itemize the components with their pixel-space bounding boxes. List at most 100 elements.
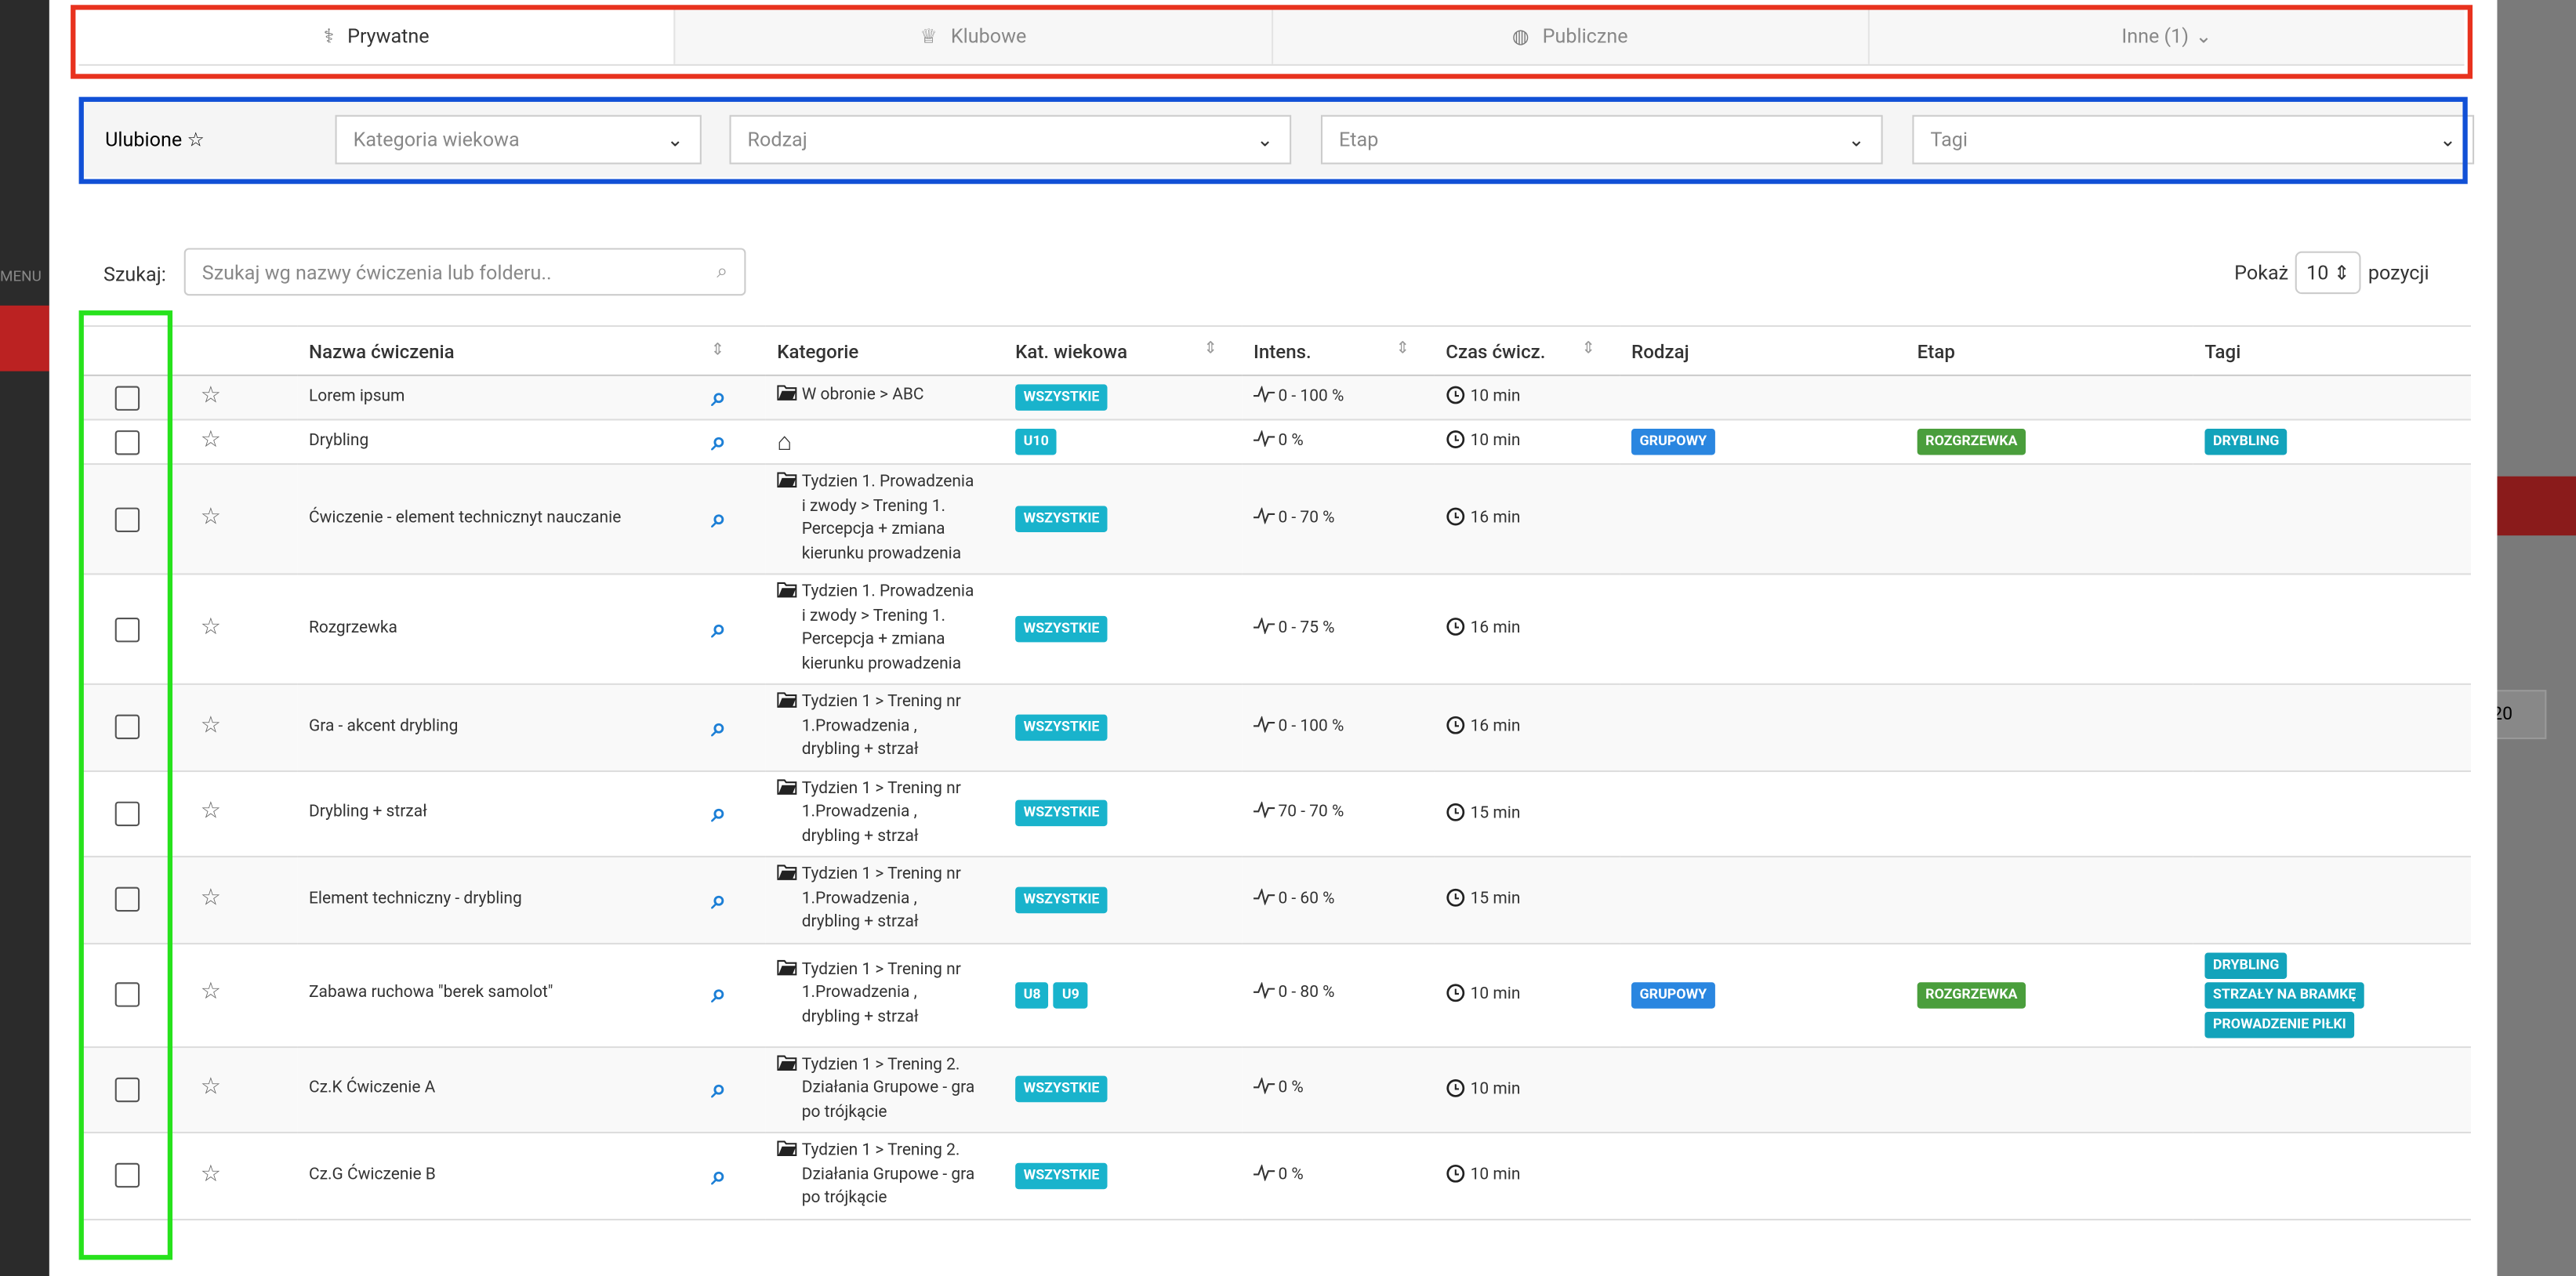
- column-header: Etap: [1906, 326, 2193, 375]
- duration: 16 min: [1471, 620, 1521, 638]
- intensity-icon: [1254, 1165, 1275, 1184]
- name-wrap: Gra - akcent drybling⌕: [309, 716, 766, 739]
- table-row: ☆Zabawa ruchowa "berek samolot"⌕Tydzien …: [82, 943, 2471, 1046]
- age-badge: WSZYSTKIE: [1015, 1162, 1108, 1189]
- cell: WSZYSTKIE: [1003, 1046, 1242, 1133]
- preview-icon[interactable]: ⌕: [712, 802, 727, 825]
- category-path: Tydzien 1 > Trening nr 1.Prowadzenia , d…: [802, 691, 978, 763]
- time-icon: [1446, 1080, 1465, 1098]
- sort-icon: ⇕: [1203, 339, 1217, 362]
- cell: 15 min: [1435, 857, 1620, 943]
- cell: [1906, 684, 2193, 770]
- preview-icon[interactable]: ⌕: [712, 386, 727, 409]
- cell: ☆: [172, 464, 297, 574]
- duration: 10 min: [1471, 1080, 1521, 1098]
- header-wrap: Czas ćwicz.⇕: [1446, 339, 1618, 362]
- cell: [1620, 1133, 1906, 1219]
- cell: U8U9: [1003, 943, 1242, 1046]
- cell: ROZGRZEWKA: [1906, 943, 2193, 1046]
- name-wrap: Lorem ipsum⌕: [309, 386, 766, 409]
- preview-icon[interactable]: ⌕: [712, 1164, 727, 1187]
- category-wrap: Tydzien 1 > Trening nr 1.Prowadzenia , d…: [777, 691, 1003, 763]
- favorite-star[interactable]: ☆: [201, 382, 221, 409]
- favorite-star[interactable]: ☆: [201, 712, 221, 738]
- cell: Tydzien 1 > Trening nr 1.Prowadzenia , d…: [766, 857, 1004, 943]
- favorite-star[interactable]: ☆: [201, 614, 221, 640]
- exercise-name: Drybling + strzał: [309, 802, 427, 825]
- intensity-icon: [1254, 717, 1275, 735]
- cell: Drybling + strzał ⌕: [297, 770, 765, 857]
- column-header[interactable]: Nazwa ćwiczenia⇕: [297, 326, 765, 375]
- table-row: ☆Drybling⌕⌂U100 %10 minGRUPOWYROZGRZEWKA…: [82, 419, 2471, 464]
- category-wrap: Tydzien 1. Prowadzenia i zwody > Trening…: [777, 582, 1003, 677]
- preview-icon[interactable]: ⌕: [712, 888, 727, 912]
- search-input[interactable]: Szukaj wg nazwy ćwiczenia lub folderu..⌕: [184, 248, 746, 295]
- cell: 0 - 75 %: [1242, 574, 1434, 683]
- cell: W obronie > ABC: [766, 375, 1004, 420]
- duration: 10 min: [1471, 388, 1521, 406]
- cell: 10 min: [1435, 1046, 1620, 1133]
- intensity: 0 %: [1278, 1165, 1303, 1184]
- show-after: pozycji: [2368, 260, 2429, 283]
- cell: ⌂: [766, 419, 1004, 464]
- favorite-star[interactable]: ☆: [201, 504, 221, 531]
- favorite-star[interactable]: ☆: [201, 1161, 221, 1187]
- name-wrap: Zabawa ruchowa "berek samolot"⌕: [309, 983, 766, 1006]
- cell: [2193, 770, 2471, 857]
- cell: U10: [1003, 419, 1242, 464]
- sort-icon: ⇕: [1396, 339, 1410, 362]
- header-wrap: Intens.⇕: [1254, 339, 1432, 362]
- name-wrap: Drybling ⌕: [309, 430, 766, 454]
- name-wrap: Drybling + strzał ⌕: [309, 802, 766, 825]
- preview-icon[interactable]: ⌕: [712, 617, 727, 640]
- preview-icon[interactable]: ⌕: [712, 1078, 727, 1101]
- cell: [2193, 574, 2471, 683]
- sidebar-menu: MENU: [0, 270, 42, 286]
- preview-icon[interactable]: ⌕: [712, 507, 727, 531]
- favorite-star[interactable]: ☆: [201, 980, 221, 1006]
- cell: ☆: [172, 770, 297, 857]
- cell: ☆: [172, 375, 297, 420]
- show-before: Pokaż: [2234, 260, 2288, 283]
- intensity: 0 %: [1278, 432, 1303, 450]
- favorite-star[interactable]: ☆: [201, 426, 221, 453]
- intensity: 0 - 100 %: [1278, 387, 1344, 405]
- cell: 16 min: [1435, 464, 1620, 574]
- header-wrap: Nazwa ćwiczenia⇕: [309, 339, 764, 362]
- cell: WSZYSTKIE: [1003, 375, 1242, 420]
- table-row: ☆ Rozgrzewka⌕ Tydzien 1. Prowadzenia i zwo…: [82, 574, 2471, 683]
- favorite-star[interactable]: ☆: [201, 885, 221, 912]
- column-header[interactable]: Czas ćwicz.⇕: [1435, 326, 1620, 375]
- column-header[interactable]: Intens.⇕: [1242, 326, 1434, 375]
- time-icon: [1446, 620, 1465, 638]
- column-header[interactable]: Kat. wiekowa⇕: [1003, 326, 1242, 375]
- age-badge: U8: [1015, 981, 1049, 1008]
- header-wrap: Kategorie: [777, 339, 1002, 362]
- page-size: Pokaż 10 ⇕ pozycji: [2234, 248, 2429, 295]
- intensity: 0 - 100 %: [1278, 717, 1344, 735]
- cell: Lorem ipsum⌕: [297, 375, 765, 420]
- favorite-star[interactable]: ☆: [201, 1075, 221, 1101]
- preview-icon[interactable]: ⌕: [712, 983, 727, 1006]
- preview-icon[interactable]: ⌕: [712, 716, 727, 739]
- type-badge: GRUPOWY: [1631, 429, 1715, 455]
- cell: [1906, 1046, 2193, 1133]
- preview-icon[interactable]: ⌕: [712, 430, 727, 454]
- name-wrap: Rozgrzewka⌕: [309, 617, 766, 640]
- column-header: Rodzaj: [1620, 326, 1906, 375]
- intensity: 0 - 70 %: [1278, 509, 1334, 527]
- time-icon: [1446, 388, 1465, 406]
- cell: [1620, 464, 1906, 574]
- favorite-star[interactable]: ☆: [201, 799, 221, 825]
- cell: [1620, 857, 1906, 943]
- cell: 16 min: [1435, 684, 1620, 770]
- exercise-name: Drybling: [309, 430, 368, 454]
- cell: [2193, 684, 2471, 770]
- category-wrap: Tydzien 1. Prowadzenia i zwody > Trening…: [777, 471, 1003, 567]
- cell: Tydzien 1. Prowadzenia i zwody > Trening…: [766, 464, 1004, 574]
- duration: 10 min: [1471, 433, 1521, 451]
- tag-badge: STRZAŁY NA BRAMKĘ: [2204, 981, 2364, 1008]
- intensity-icon: [1254, 984, 1275, 1002]
- page-size-select[interactable]: 10 ⇕: [2295, 251, 2361, 293]
